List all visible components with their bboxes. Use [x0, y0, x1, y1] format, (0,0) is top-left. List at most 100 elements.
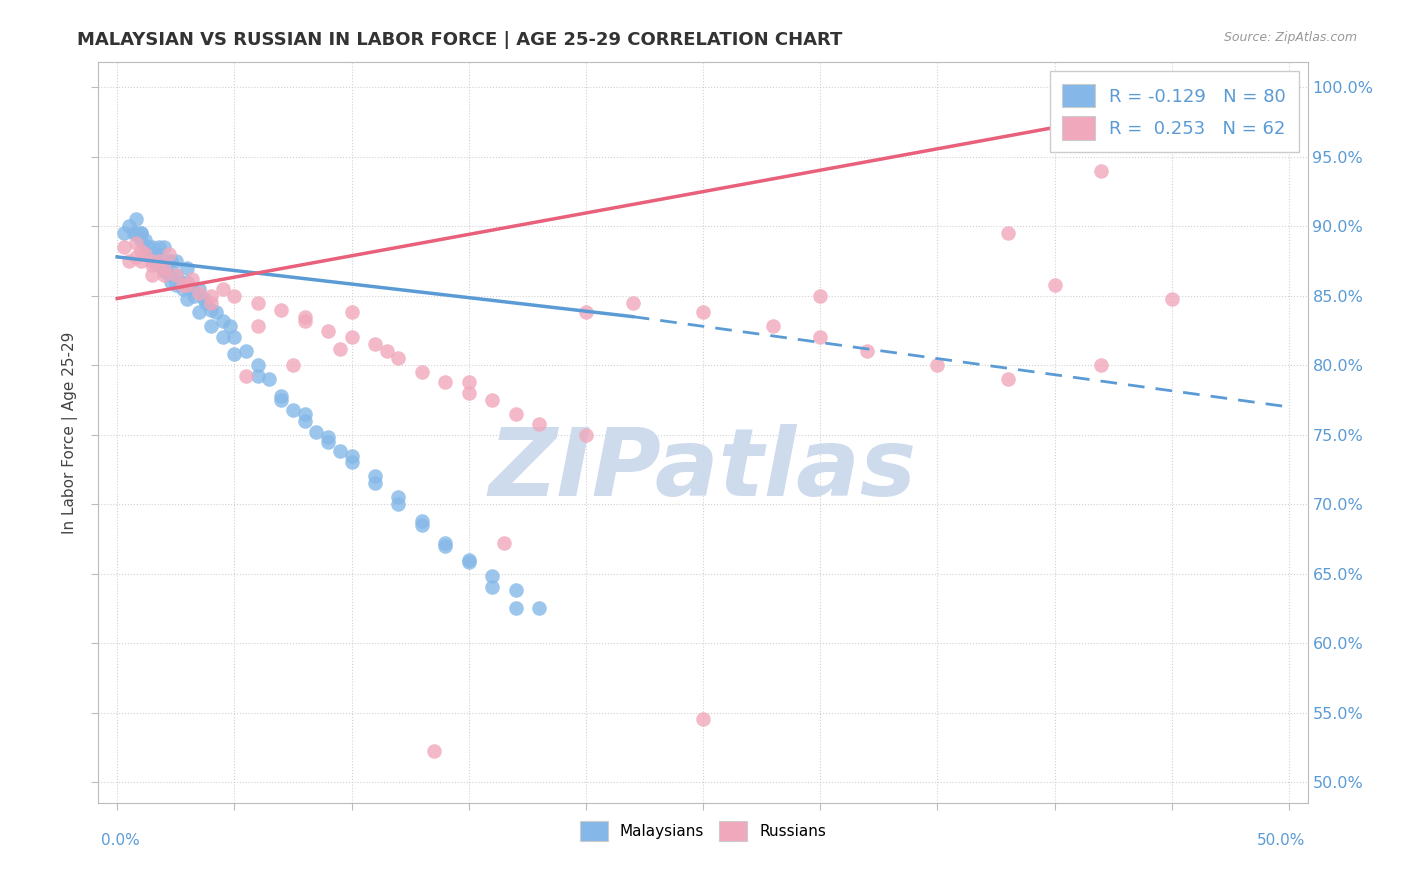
- Point: [692, 713, 714, 727]
- Point: [129, 254, 152, 268]
- Point: [316, 324, 339, 338]
- Point: [246, 295, 269, 310]
- Point: [141, 268, 163, 282]
- Point: [160, 254, 183, 268]
- Point: [211, 282, 233, 296]
- Point: [505, 407, 527, 421]
- Point: [387, 497, 409, 511]
- Point: [505, 601, 527, 615]
- Point: [188, 285, 211, 300]
- Point: [146, 247, 169, 261]
- Point: [153, 240, 176, 254]
- Point: [125, 235, 148, 250]
- Point: [246, 369, 269, 384]
- Point: [200, 295, 222, 310]
- Point: [856, 344, 879, 359]
- Point: [281, 402, 304, 417]
- Y-axis label: In Labor Force | Age 25-29: In Labor Force | Age 25-29: [62, 332, 77, 533]
- Point: [200, 319, 222, 334]
- Point: [125, 250, 148, 264]
- Point: [153, 264, 176, 278]
- Point: [340, 455, 363, 469]
- Point: [246, 319, 269, 334]
- Point: [193, 292, 215, 306]
- Point: [129, 227, 152, 241]
- Point: [270, 302, 292, 317]
- Point: [155, 260, 177, 275]
- Point: [316, 430, 339, 444]
- Point: [457, 556, 479, 570]
- Point: [143, 247, 166, 261]
- Point: [129, 233, 152, 247]
- Point: [411, 518, 433, 533]
- Point: [153, 268, 176, 282]
- Point: [927, 358, 949, 372]
- Point: [139, 247, 162, 261]
- Point: [340, 449, 363, 463]
- Point: [434, 539, 457, 553]
- Point: [141, 240, 163, 254]
- Point: [181, 272, 204, 286]
- Point: [112, 240, 135, 254]
- Point: [294, 414, 316, 428]
- Text: ZIPatlas: ZIPatlas: [489, 424, 917, 516]
- Point: [200, 289, 222, 303]
- Point: [411, 514, 433, 528]
- Point: [211, 314, 233, 328]
- Point: [808, 330, 831, 344]
- Point: [129, 244, 152, 259]
- Point: [183, 289, 205, 303]
- Point: [305, 425, 328, 439]
- Point: [481, 569, 503, 583]
- Point: [692, 305, 714, 319]
- Point: [387, 351, 409, 366]
- Point: [621, 295, 644, 310]
- Point: [575, 305, 598, 319]
- Point: [125, 227, 148, 241]
- Point: [387, 490, 409, 504]
- Point: [481, 392, 503, 407]
- Text: 50.0%: 50.0%: [1257, 833, 1305, 847]
- Point: [270, 389, 292, 403]
- Point: [153, 260, 176, 275]
- Point: [457, 552, 479, 566]
- Point: [364, 337, 387, 351]
- Point: [527, 601, 550, 615]
- Point: [165, 268, 187, 282]
- Point: [329, 444, 352, 458]
- Point: [141, 254, 163, 268]
- Point: [375, 344, 398, 359]
- Point: [434, 375, 457, 389]
- Point: [169, 275, 191, 289]
- Text: 0.0%: 0.0%: [101, 833, 141, 847]
- Point: [1043, 277, 1066, 292]
- Point: [235, 369, 257, 384]
- Point: [188, 305, 211, 319]
- Legend: Malaysians, Russians: Malaysians, Russians: [574, 815, 832, 847]
- Point: [224, 330, 246, 344]
- Point: [1090, 358, 1112, 372]
- Point: [364, 476, 387, 491]
- Point: [1160, 292, 1182, 306]
- Point: [160, 275, 183, 289]
- Point: [153, 254, 176, 268]
- Point: [200, 302, 222, 317]
- Point: [165, 268, 187, 282]
- Text: Source: ZipAtlas.com: Source: ZipAtlas.com: [1223, 31, 1357, 45]
- Point: [1090, 163, 1112, 178]
- Point: [134, 247, 156, 261]
- Point: [259, 372, 281, 386]
- Point: [411, 365, 433, 379]
- Point: [136, 240, 159, 254]
- Point: [157, 268, 180, 282]
- Point: [235, 344, 257, 359]
- Point: [134, 247, 156, 261]
- Point: [457, 375, 479, 389]
- Point: [246, 358, 269, 372]
- Point: [294, 407, 316, 421]
- Point: [176, 292, 198, 306]
- Point: [997, 372, 1019, 386]
- Point: [281, 358, 304, 372]
- Point: [148, 240, 170, 254]
- Point: [224, 347, 246, 361]
